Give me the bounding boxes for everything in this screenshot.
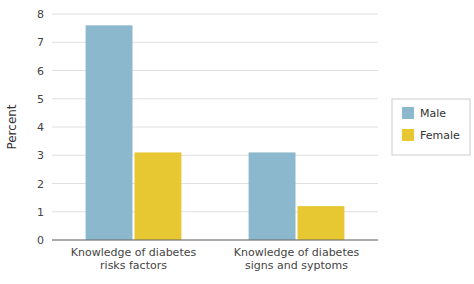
- x-tick-label-line: Knowledge of diabetes: [71, 246, 197, 259]
- y-tick-label: 0: [37, 234, 44, 247]
- legend: Male Female: [392, 99, 470, 155]
- y-tick-label: 3: [37, 149, 44, 162]
- legend-label: Male: [420, 107, 446, 120]
- legend-swatch: [402, 107, 414, 119]
- y-tick-label: 7: [37, 36, 44, 49]
- bar: [86, 25, 133, 240]
- legend-swatch: [402, 129, 414, 141]
- y-tick-label: 6: [37, 65, 44, 78]
- x-tick-label-line: risks factors: [100, 259, 167, 272]
- y-tick-label: 1: [37, 206, 44, 219]
- y-tick-label: 5: [37, 93, 44, 106]
- y-tick-label: 8: [37, 8, 44, 21]
- bar: [298, 206, 345, 240]
- x-tick-label-line: Knowledge of diabetes: [234, 246, 360, 259]
- y-tick-label: 4: [37, 121, 44, 134]
- x-axis-line: [52, 240, 378, 241]
- y-axis-label: Percent: [5, 104, 19, 149]
- x-tick-label: Knowledge of diabetesrisks factors: [71, 246, 197, 272]
- grid-line: [52, 240, 378, 241]
- x-tick-label: Knowledge of diabetessigns and syptoms: [234, 246, 360, 272]
- bar: [135, 152, 182, 240]
- grid-line: [52, 14, 378, 15]
- y-tick-label: 2: [37, 178, 44, 191]
- legend-frame: [392, 99, 470, 155]
- legend-label: Female: [420, 129, 460, 142]
- x-tick-label-line: signs and syptoms: [245, 259, 348, 272]
- chart: 012345678PercentKnowledge of diabetesris…: [0, 0, 474, 284]
- bar: [249, 152, 296, 240]
